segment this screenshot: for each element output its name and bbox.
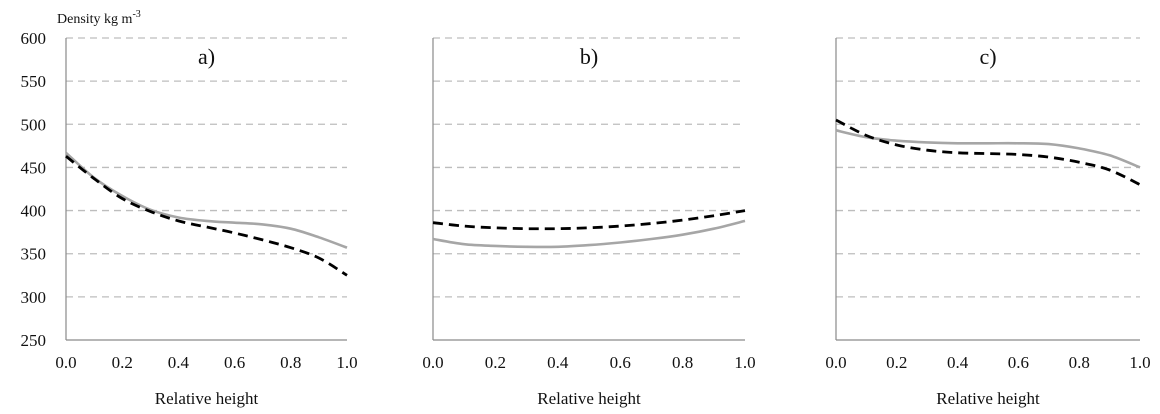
panel-label: b) (580, 44, 598, 69)
panel-3: 0.0 0.2 0.4 0.6 0.8 1.0 Relative height c) (825, 37, 1151, 408)
x-tick-label: 0.0 (825, 353, 846, 372)
x-tick-label: 0.6 (1008, 353, 1029, 372)
panels: 250 300 350 400 450 500 550 600 0.0 0.2 0.4 0.6 0.8 1… (21, 29, 1151, 408)
series-solid-line (835, 129, 1141, 169)
x-axis-title: Relative height (537, 389, 641, 408)
x-tick-label: 0.6 (610, 353, 631, 372)
x-tick-label: 0.0 (55, 353, 76, 372)
series-solid-line (432, 219, 746, 249)
y-tick-label: 500 (21, 115, 47, 134)
x-tick-label: 0.2 (112, 353, 133, 372)
x-tick-label: 0.8 (280, 353, 301, 372)
x-axis-title: Relative height (936, 389, 1040, 408)
x-tick-label: 0.0 (422, 353, 443, 372)
panel-label: a) (198, 44, 215, 69)
y-axis-title: Density kg m-3 (57, 9, 141, 27)
x-tick-label: 1.0 (1129, 353, 1150, 372)
x-tick-label: 0.4 (547, 353, 569, 372)
y-tick-label: 300 (21, 288, 47, 307)
x-tick-label: 0.6 (224, 353, 245, 372)
y-tick-label: 400 (21, 202, 47, 221)
series-solid-line (65, 151, 348, 249)
series-dashed-line (432, 209, 746, 231)
y-axis-title-superscript: -3 (132, 9, 140, 20)
y-tick-label: 550 (21, 72, 47, 91)
x-tick-label: 0.2 (485, 353, 506, 372)
y-axis-title-text: Density kg m (57, 12, 133, 27)
x-tick-label: 0.4 (947, 353, 969, 372)
panel-1: 250 300 350 400 450 500 550 600 0.0 0.2 0.4 0.6 0.8 1… (21, 29, 358, 408)
series-dashed-line (835, 118, 1141, 186)
x-axis-title: Relative height (155, 389, 259, 408)
y-tick-label: 600 (21, 29, 47, 48)
y-tick-label: 450 (21, 158, 47, 177)
x-tick-label: 0.4 (168, 353, 190, 372)
x-tick-label: 1.0 (734, 353, 755, 372)
x-tick-label: 0.8 (1069, 353, 1090, 372)
x-tick-label: 1.0 (336, 353, 357, 372)
y-tick-label: 250 (21, 331, 47, 350)
series-dashed-line (65, 155, 348, 277)
x-tick-label: 0.8 (672, 353, 693, 372)
x-tick-label: 0.2 (886, 353, 907, 372)
panel-2: 0.0 0.2 0.4 0.6 0.8 1.0 Relative height b) (422, 37, 756, 408)
panel-label: c) (979, 44, 996, 69)
y-tick-label: 350 (21, 245, 47, 264)
